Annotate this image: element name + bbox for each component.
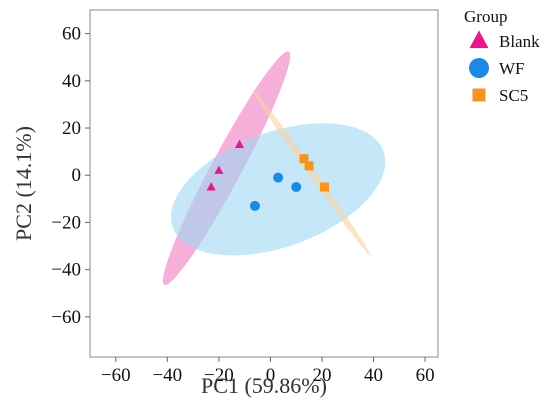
y-tick-label: 20 <box>62 118 81 139</box>
ellipse-wf <box>171 123 386 256</box>
y-tick-label: 0 <box>72 165 82 186</box>
legend-label-sc5: SC5 <box>499 86 528 105</box>
confidence-ellipses <box>163 51 386 285</box>
legend: Group Blank WF SC5 <box>464 7 540 105</box>
y-tick-label: −60 <box>51 307 81 328</box>
x-tick-label: 40 <box>364 365 383 386</box>
point-wf-3 <box>249 200 260 211</box>
x-axis-ticks: −60 −40 −20 0 20 40 60 <box>101 357 435 386</box>
data-points <box>206 139 330 211</box>
x-tick-label: 0 <box>266 365 276 386</box>
x-tick-label: 60 <box>416 365 435 386</box>
point-sc5-3 <box>320 182 330 192</box>
legend-label-wf: WF <box>499 59 525 78</box>
legend-key-sc5 <box>472 88 486 102</box>
y-axis-title: PC2 (14.1%) <box>11 126 36 241</box>
legend-key-wf <box>469 58 489 78</box>
point-sc5-1 <box>299 154 309 164</box>
ellipse-sc5 <box>252 89 371 256</box>
point-wf-1 <box>273 172 284 183</box>
x-tick-label: −60 <box>101 365 131 386</box>
point-blank-1 <box>235 139 245 148</box>
legend-label-blank: Blank <box>499 32 540 51</box>
legend-key-blank <box>469 30 489 49</box>
point-sc5-2 <box>304 161 314 171</box>
point-blank-3 <box>206 182 216 191</box>
y-tick-label: −20 <box>51 212 81 233</box>
y-axis-ticks: −60 −40 −20 0 20 40 60 <box>51 24 90 328</box>
x-tick-label: −40 <box>152 365 182 386</box>
x-axis-title: PC1 (59.86%) <box>201 373 327 398</box>
y-tick-label: 60 <box>62 24 81 45</box>
plot-frame <box>89 9 439 358</box>
point-wf-2 <box>291 182 302 193</box>
y-tick-label: 40 <box>62 71 81 92</box>
x-tick-label: −20 <box>204 365 234 386</box>
x-tick-label: 20 <box>313 365 332 386</box>
legend-title: Group <box>464 7 507 26</box>
point-blank-2 <box>214 165 224 174</box>
y-tick-label: −40 <box>51 260 81 281</box>
